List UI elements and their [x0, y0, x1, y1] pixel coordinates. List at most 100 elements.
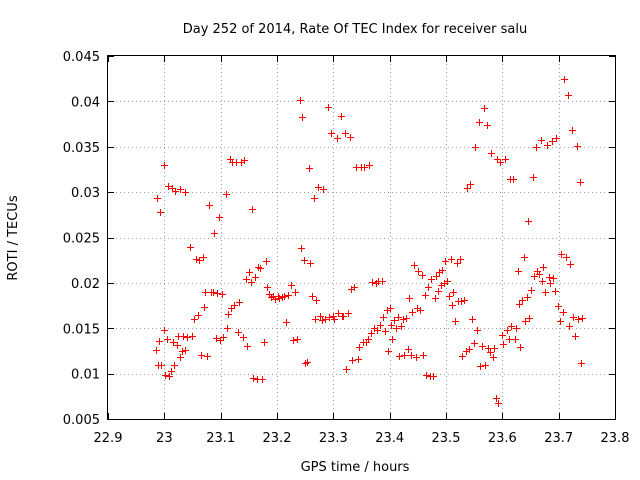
data-point: [524, 294, 531, 301]
data-point: [467, 181, 474, 188]
y-tick-label: 0.02: [71, 277, 100, 292]
data-point: [405, 346, 412, 353]
data-point: [389, 336, 396, 343]
data-point: [312, 316, 319, 323]
data-point: [193, 256, 200, 263]
data-point: [490, 354, 497, 361]
x-tick-label: 23.4: [375, 431, 404, 446]
data-point: [403, 315, 410, 322]
data-point: [172, 188, 179, 195]
data-point: [398, 323, 405, 330]
data-point: [174, 342, 181, 349]
data-point: [153, 347, 160, 354]
data-point: [170, 339, 177, 346]
x-tick-label: 23.6: [488, 431, 517, 446]
y-axis-tick-labels: 0.005 0.01 0.015 0.02 0.025 0.03 0.035 0.04 0.04…: [63, 50, 100, 428]
data-point: [522, 318, 529, 325]
data-point: [536, 271, 543, 278]
data-point: [322, 316, 329, 323]
data-point: [512, 336, 519, 343]
data-point: [365, 336, 372, 343]
data-point: [531, 273, 538, 280]
data-point: [439, 267, 446, 274]
y-tick-label: 0.025: [63, 232, 100, 247]
data-point: [452, 318, 459, 325]
data-point: [574, 143, 581, 150]
data-point: [299, 114, 306, 121]
data-point: [217, 337, 224, 344]
data-point: [420, 352, 427, 359]
x-tick-label: 23.8: [601, 431, 630, 446]
data-point: [345, 310, 352, 317]
y-tick-label: 0.035: [63, 141, 100, 156]
data-point: [240, 334, 247, 341]
data-point: [428, 276, 435, 283]
data-point: [560, 309, 567, 316]
data-point: [528, 287, 535, 294]
data-point: [198, 352, 205, 359]
data-point: [575, 316, 582, 323]
data-point: [563, 254, 570, 261]
data-point: [388, 322, 395, 329]
data-point: [154, 195, 161, 202]
data-point: [570, 314, 577, 321]
data-point: [419, 272, 426, 279]
data-point: [484, 122, 491, 129]
data-point: [334, 135, 341, 142]
data-point: [526, 315, 533, 322]
x-tick-label: 22.9: [94, 431, 123, 446]
data-point: [396, 353, 403, 360]
data-point: [552, 288, 559, 295]
data-point: [257, 265, 264, 272]
data-point: [246, 269, 253, 276]
x-tick-label: 23: [156, 431, 173, 446]
data-point: [504, 327, 511, 334]
data-point: [235, 329, 242, 336]
y-tick-label: 0.045: [63, 50, 100, 65]
data-point: [228, 305, 235, 312]
data-point: [385, 348, 392, 355]
data-point: [430, 373, 437, 380]
data-point: [158, 362, 165, 369]
data-point: [513, 325, 520, 332]
data-point: [180, 333, 187, 340]
data-point: [325, 104, 332, 111]
data-point: [454, 260, 461, 267]
data-point: [391, 317, 398, 324]
chart-title: Day 252 of 2014, Rate Of TEC Index for r…: [183, 22, 528, 37]
data-point: [206, 202, 213, 209]
data-point: [448, 256, 455, 263]
data-point: [491, 345, 498, 352]
data-point: [474, 327, 481, 334]
data-point: [204, 353, 211, 360]
data-point: [349, 357, 356, 364]
data-point: [413, 354, 420, 361]
data-point: [335, 310, 342, 317]
data-point: [425, 284, 432, 291]
data-point: [508, 323, 515, 330]
data-point: [533, 144, 540, 151]
data-point: [482, 362, 489, 369]
data-point: [449, 302, 456, 309]
data-point: [487, 349, 494, 356]
data-point: [555, 303, 562, 310]
data-point: [544, 142, 551, 149]
data-point: [189, 333, 196, 340]
data-point: [298, 245, 305, 252]
data-point: [171, 362, 178, 369]
data-point: [361, 164, 368, 171]
data-point: [241, 157, 248, 164]
data-point: [578, 360, 585, 367]
data-point: [187, 244, 194, 251]
plot-frame: [107, 55, 616, 420]
data-point: [252, 274, 259, 281]
x-tick-label: 23.1: [206, 431, 235, 446]
data-point: [411, 262, 418, 269]
x-tick-label: 23.2: [263, 431, 292, 446]
data-point: [166, 373, 173, 380]
data-point: [248, 279, 255, 286]
data-point: [283, 319, 290, 326]
data-point: [200, 254, 207, 261]
data-point: [374, 327, 381, 334]
data-point: [169, 185, 176, 192]
